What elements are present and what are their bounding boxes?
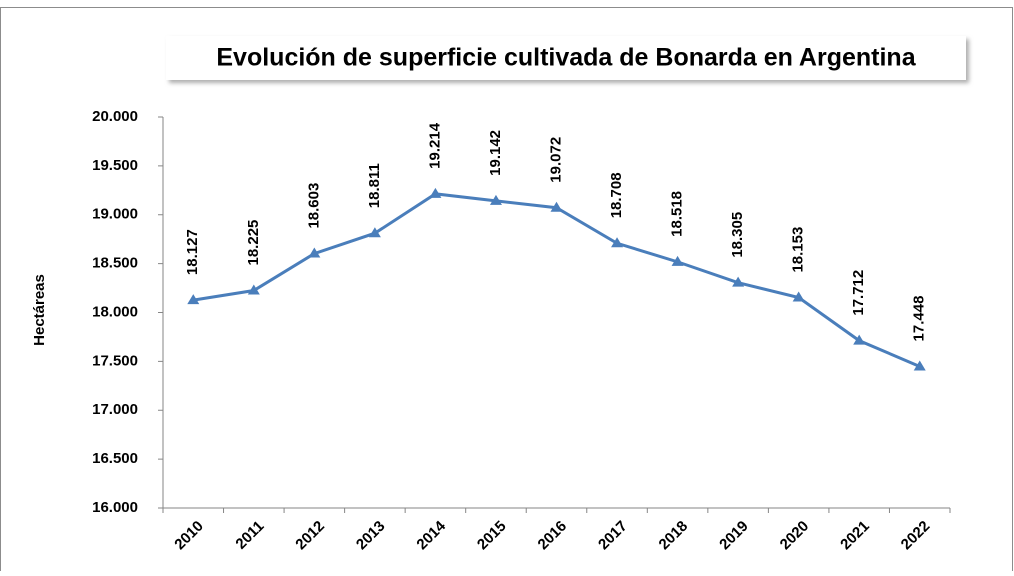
point-marker bbox=[247, 284, 260, 295]
title-box bbox=[166, 36, 966, 80]
point-marker bbox=[550, 201, 563, 212]
data-label: 19.214 bbox=[426, 122, 443, 169]
y-tick-label: 16.000 bbox=[92, 499, 138, 516]
point-marker bbox=[429, 187, 442, 198]
y-tick-label: 20.000 bbox=[92, 108, 138, 125]
data-label: 18.603 bbox=[305, 183, 322, 229]
point-marker bbox=[368, 227, 381, 238]
y-tick-label: 19.000 bbox=[92, 206, 138, 223]
data-label: 19.142 bbox=[487, 130, 504, 176]
chart-frame bbox=[0, 7, 1013, 576]
data-label: 18.305 bbox=[729, 212, 746, 258]
point-marker bbox=[671, 255, 684, 266]
data-label: 18.153 bbox=[790, 227, 807, 273]
y-tick-label: 17.500 bbox=[92, 352, 138, 369]
data-label: 17.712 bbox=[850, 270, 867, 316]
data-label: 18.127 bbox=[184, 229, 201, 275]
y-tick-label: 17.000 bbox=[92, 401, 138, 418]
y-axis-label: Hectáreas bbox=[31, 274, 48, 346]
point-marker bbox=[489, 194, 502, 205]
point-marker bbox=[187, 294, 200, 305]
data-label: 18.518 bbox=[669, 191, 686, 237]
y-tick-label: 18.000 bbox=[92, 303, 138, 320]
data-label: 18.225 bbox=[245, 220, 262, 266]
point-marker bbox=[611, 237, 624, 248]
y-tick-label: 16.500 bbox=[92, 450, 138, 467]
data-label: 19.072 bbox=[547, 137, 564, 183]
chart-title: Evolución de superficie cultivada de Bon… bbox=[216, 44, 916, 72]
data-label: 18.708 bbox=[608, 172, 625, 218]
y-tick-label: 18.500 bbox=[92, 255, 138, 272]
y-tick-label: 19.500 bbox=[92, 157, 138, 174]
data-label: 18.811 bbox=[366, 163, 383, 208]
point-marker bbox=[913, 360, 926, 371]
data-label: 17.448 bbox=[911, 296, 928, 342]
point-marker bbox=[732, 276, 745, 287]
point-marker bbox=[792, 291, 805, 302]
point-marker bbox=[308, 247, 321, 258]
point-marker bbox=[853, 334, 866, 345]
